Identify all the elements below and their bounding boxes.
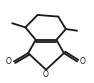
Text: O: O [43,70,49,79]
Text: O: O [79,57,85,66]
Text: O: O [6,57,12,66]
